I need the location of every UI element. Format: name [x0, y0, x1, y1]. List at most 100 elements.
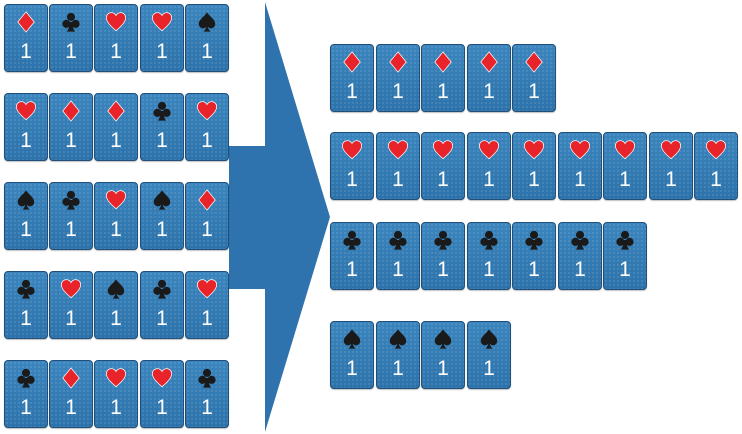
card: 1: [185, 360, 229, 428]
card: 1: [140, 182, 184, 250]
spade-icon: [153, 190, 171, 210]
card-value: 1: [65, 218, 77, 241]
club-icon: [525, 230, 543, 250]
card: 1: [512, 44, 556, 112]
card: 1: [421, 44, 465, 112]
card-value: 1: [437, 258, 449, 281]
club-icon: [480, 230, 498, 250]
card-value: 1: [483, 258, 495, 281]
card: 1: [94, 93, 138, 161]
diamond-icon: [198, 189, 216, 211]
card-value: 1: [392, 80, 404, 103]
card-value: 1: [346, 80, 358, 103]
card: 1: [49, 4, 93, 72]
heart-icon: [433, 140, 453, 160]
card: 1: [330, 222, 374, 290]
spade-icon: [343, 329, 361, 349]
diamond-icon: [343, 51, 361, 73]
card-value: 1: [437, 80, 449, 103]
card-value: 1: [619, 258, 631, 281]
heart-icon: [106, 368, 126, 388]
club-icon: [198, 368, 216, 388]
card: 1: [4, 182, 48, 250]
card: 1: [4, 93, 48, 161]
card-value: 1: [201, 40, 213, 63]
heart-icon: [570, 140, 590, 160]
card-value: 1: [156, 396, 168, 419]
spade-icon: [17, 190, 35, 210]
card-value: 1: [20, 129, 32, 152]
diamond-icon: [480, 51, 498, 73]
card: 1: [558, 132, 602, 200]
card: 1: [4, 4, 48, 72]
card: 1: [94, 4, 138, 72]
card: 1: [330, 132, 374, 200]
spade-icon: [434, 329, 452, 349]
card: 1: [94, 360, 138, 428]
heart-icon: [16, 101, 36, 121]
card-value: 1: [483, 80, 495, 103]
card-value: 1: [201, 307, 213, 330]
card-value: 1: [65, 40, 77, 63]
card-value: 1: [392, 258, 404, 281]
card-value: 1: [528, 258, 540, 281]
card: 1: [140, 93, 184, 161]
spade-icon: [107, 279, 125, 299]
card-value: 1: [346, 168, 358, 191]
card: 1: [94, 182, 138, 250]
card-value: 1: [528, 168, 540, 191]
card-value: 1: [574, 168, 586, 191]
club-icon: [616, 230, 634, 250]
card: 1: [467, 321, 511, 389]
card: 1: [467, 44, 511, 112]
card: 1: [512, 222, 556, 290]
card-value: 1: [528, 80, 540, 103]
card: 1: [4, 360, 48, 428]
card-value: 1: [65, 396, 77, 419]
card: 1: [376, 222, 420, 290]
card: 1: [467, 222, 511, 290]
card: 1: [421, 321, 465, 389]
card: 1: [330, 321, 374, 389]
card-value: 1: [110, 396, 122, 419]
club-icon: [153, 279, 171, 299]
heart-icon: [197, 279, 217, 299]
heart-icon: [152, 368, 172, 388]
card-value: 1: [437, 357, 449, 380]
card-value: 1: [156, 129, 168, 152]
card-value: 1: [201, 129, 213, 152]
card: 1: [94, 271, 138, 339]
card: 1: [603, 132, 647, 200]
card-value: 1: [156, 307, 168, 330]
card: 1: [185, 182, 229, 250]
card-value: 1: [20, 307, 32, 330]
card: 1: [512, 132, 556, 200]
card-value: 1: [20, 218, 32, 241]
card-value: 1: [110, 40, 122, 63]
card: 1: [421, 222, 465, 290]
club-icon: [153, 101, 171, 121]
card-value: 1: [110, 218, 122, 241]
card: 1: [140, 4, 184, 72]
card-value: 1: [20, 40, 32, 63]
card-value: 1: [65, 129, 77, 152]
card: 1: [185, 4, 229, 72]
card-value: 1: [346, 357, 358, 380]
card-value: 1: [156, 218, 168, 241]
card: 1: [376, 321, 420, 389]
card: 1: [649, 132, 693, 200]
diamond-icon: [17, 11, 35, 33]
club-icon: [434, 230, 452, 250]
club-icon: [389, 230, 407, 250]
diamond-icon: [62, 100, 80, 122]
card: 1: [185, 93, 229, 161]
card-value: 1: [392, 357, 404, 380]
diamond-icon: [62, 367, 80, 389]
card-value: 1: [65, 307, 77, 330]
club-icon: [571, 230, 589, 250]
card-value: 1: [20, 396, 32, 419]
card-value: 1: [201, 218, 213, 241]
card-value: 1: [437, 168, 449, 191]
card: 1: [558, 222, 602, 290]
